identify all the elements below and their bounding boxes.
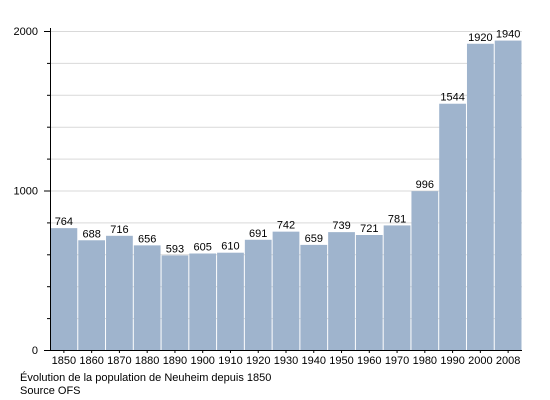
bar-1890 <box>161 255 189 350</box>
chart-caption-title: Évolution de la population de Neuheim de… <box>20 372 272 384</box>
bar-1870 <box>106 235 133 350</box>
bar-1930 <box>272 231 300 350</box>
bar-1960 <box>355 235 383 350</box>
data-label: 656 <box>138 233 156 245</box>
x-tick-label: 1890 <box>163 355 187 367</box>
x-tick-label: 1970 <box>385 355 409 367</box>
x-tick-label: 1920 <box>246 355 270 367</box>
bar-1850 <box>50 228 78 350</box>
data-label: 1544 <box>440 92 464 104</box>
x-tick-label: 2000 <box>468 355 492 367</box>
x-tick-label: 1950 <box>329 355 353 367</box>
x-tick-label: 1990 <box>440 355 464 367</box>
data-label: 1920 <box>468 32 492 44</box>
x-tick-label: 1870 <box>107 355 131 367</box>
x-tick-label: 1860 <box>79 355 103 367</box>
x-tick-label: 1900 <box>190 355 214 367</box>
data-label: 721 <box>360 223 378 235</box>
bar-1970 <box>383 225 411 350</box>
data-label: 716 <box>110 224 128 236</box>
data-label: 593 <box>166 243 184 255</box>
bar-1860 <box>78 240 106 350</box>
data-label: 781 <box>388 213 406 225</box>
y-tick-label: 0 <box>32 345 38 357</box>
bars <box>50 40 522 351</box>
data-label: 742 <box>277 220 295 232</box>
bar-1950 <box>328 232 355 350</box>
bar-1920 <box>244 239 272 350</box>
data-label: 739 <box>332 220 350 232</box>
bar-2000 <box>466 43 494 350</box>
data-label: 605 <box>194 242 212 254</box>
data-label: 1940 <box>496 29 520 41</box>
x-tick-label: 1880 <box>135 355 159 367</box>
data-label: 659 <box>305 233 323 245</box>
x-tick-label: 1930 <box>274 355 298 367</box>
bar-1910 <box>217 252 244 350</box>
bar-1980 <box>411 191 439 350</box>
data-label: 610 <box>221 241 239 253</box>
data-label: 691 <box>249 228 267 240</box>
chart-caption-source: Source OFS <box>20 385 81 397</box>
axes <box>44 28 522 353</box>
data-label: 688 <box>82 228 100 240</box>
x-tick-label: 1940 <box>302 355 326 367</box>
x-tick-label: 1980 <box>413 355 437 367</box>
bar-1880 <box>133 245 161 350</box>
bar-1940 <box>300 244 328 350</box>
x-tick-label: 2008 <box>496 355 520 367</box>
bar-1900 <box>189 253 217 350</box>
data-label: 764 <box>55 216 73 228</box>
x-tick-label: 1960 <box>357 355 381 367</box>
x-tick-label: 1850 <box>52 355 76 367</box>
bar-1990 <box>439 103 466 351</box>
y-tick-label: 2000 <box>14 26 38 38</box>
y-tick-label: 1000 <box>14 186 38 198</box>
x-tick-label: 1910 <box>218 355 242 367</box>
bar-2008 <box>494 40 522 350</box>
data-label: 996 <box>416 179 434 191</box>
